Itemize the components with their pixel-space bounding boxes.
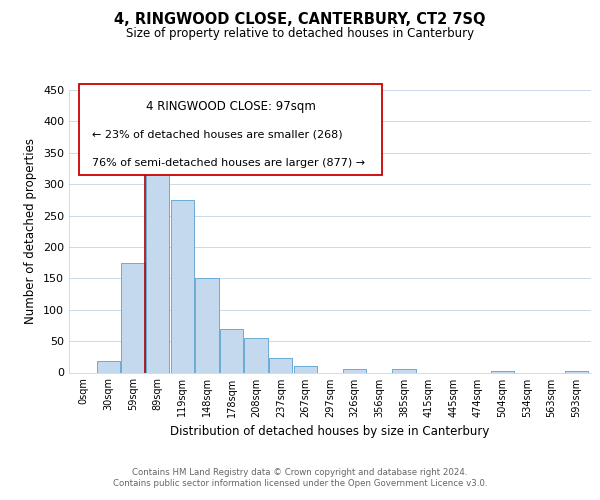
Bar xyxy=(146,144,169,372)
Bar xyxy=(244,338,268,372)
Bar xyxy=(220,328,243,372)
FancyBboxPatch shape xyxy=(79,84,382,175)
Y-axis label: Number of detached properties: Number of detached properties xyxy=(25,138,37,324)
Text: 76% of semi-detached houses are larger (877) →: 76% of semi-detached houses are larger (… xyxy=(92,158,365,168)
Bar xyxy=(565,371,588,372)
Bar xyxy=(343,368,367,372)
Text: Contains HM Land Registry data © Crown copyright and database right 2024.
Contai: Contains HM Land Registry data © Crown c… xyxy=(113,468,487,487)
Bar xyxy=(170,200,194,372)
Text: Size of property relative to detached houses in Canterbury: Size of property relative to detached ho… xyxy=(126,28,474,40)
Text: 4 RINGWOOD CLOSE: 97sqm: 4 RINGWOOD CLOSE: 97sqm xyxy=(146,100,316,113)
Bar xyxy=(392,368,416,372)
Bar xyxy=(491,371,514,372)
X-axis label: Distribution of detached houses by size in Canterbury: Distribution of detached houses by size … xyxy=(170,425,490,438)
Text: ← 23% of detached houses are smaller (268): ← 23% of detached houses are smaller (26… xyxy=(92,130,343,140)
Bar xyxy=(269,358,292,372)
Bar xyxy=(97,361,120,372)
Bar xyxy=(195,278,218,372)
Bar xyxy=(121,262,145,372)
Text: 4, RINGWOOD CLOSE, CANTERBURY, CT2 7SQ: 4, RINGWOOD CLOSE, CANTERBURY, CT2 7SQ xyxy=(114,12,486,28)
Bar xyxy=(293,366,317,372)
